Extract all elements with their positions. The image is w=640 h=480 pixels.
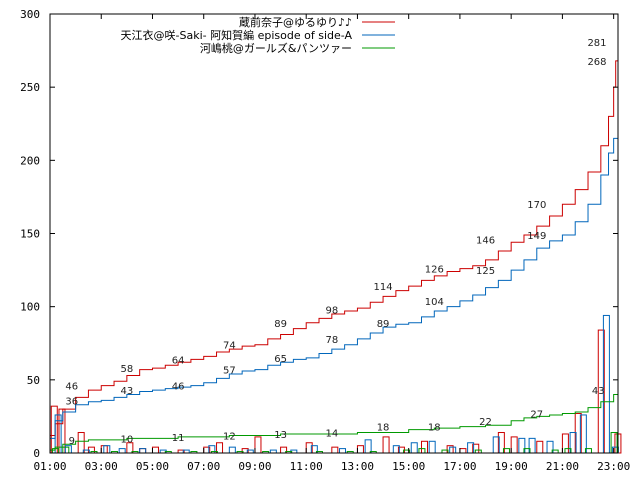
data-label-1: 58 <box>120 364 133 375</box>
data-label-15: 65 <box>274 354 287 365</box>
y-tick-label-0: 0 <box>33 447 40 460</box>
data-label-14: 57 <box>223 366 236 377</box>
labels-layer: 46 58 64 74 89 98 114 126 146 170 281 36 43 46 57 65 78 8… <box>65 38 606 447</box>
data-label-28: 18 <box>377 423 390 434</box>
data-label-12: 43 <box>120 386 133 397</box>
data-label-18: 104 <box>425 297 444 308</box>
y-tick-label-5: 250 <box>20 81 40 94</box>
data-label-7: 126 <box>425 265 444 276</box>
y-tick-label-6: 300 <box>20 8 40 21</box>
legend-label-1: 天江衣@咲-Saki- 阿知賀編 episode of side-A <box>121 28 353 42</box>
x-tick-label-2: 05:00 <box>136 460 169 473</box>
series-line-0 <box>50 41 619 436</box>
x-tick-label-5: 11:00 <box>290 460 323 473</box>
series-line-2 <box>50 390 619 451</box>
data-label-22: 9 <box>69 436 75 447</box>
x-tick-label-10: 21:00 <box>546 460 579 473</box>
bar-s1-14 <box>339 448 347 454</box>
data-label-27: 14 <box>325 429 338 440</box>
bar-s0-7 <box>151 446 159 454</box>
x-tick-label-1: 03:00 <box>85 460 118 473</box>
bar-s0-24 <box>510 436 518 454</box>
bar-s0-12 <box>254 436 262 454</box>
data-label-19: 125 <box>476 266 495 277</box>
x-tick-label-9: 19:00 <box>495 460 528 473</box>
legend-label-0: 蔵前奈子@ゆるゆり♪♪ <box>239 15 352 29</box>
bar-s1-17 <box>410 442 418 454</box>
bar-s1-15 <box>364 439 372 454</box>
y-tick-label-3: 150 <box>20 228 40 241</box>
bar-s0-21 <box>459 448 467 454</box>
bar-s0-25 <box>536 440 544 454</box>
data-label-16: 78 <box>325 335 338 346</box>
data-label-21: 268 <box>587 57 606 68</box>
x-tick-label-7: 15:00 <box>392 460 425 473</box>
data-label-3: 74 <box>223 341 236 352</box>
bar-s0-17 <box>382 436 390 454</box>
x-tick-label-11: 23:00 <box>597 460 630 473</box>
x-tick-label-6: 13:00 <box>341 460 374 473</box>
series-line-1 <box>50 60 619 439</box>
lines-layer <box>50 41 619 451</box>
x-tick-label-0: 01:00 <box>33 460 66 473</box>
data-label-6: 114 <box>374 282 393 293</box>
x-tick-label-4: 09:00 <box>238 460 271 473</box>
x-tick-label-3: 07:00 <box>187 460 220 473</box>
bar-s0-0 <box>50 405 58 454</box>
y-tick-label-1: 50 <box>27 374 40 387</box>
data-label-30: 22 <box>479 417 492 428</box>
axis-layer: 0 50 100 150 200 250 300 01:00 03:00 05:00 07:00 09… <box>20 8 630 473</box>
bar-s0-16 <box>356 445 364 454</box>
bar-s1-9 <box>228 446 236 454</box>
legend-label-2: 河嶋桃@ガールズ&パンツァー <box>200 41 352 55</box>
y-tick-label-4: 200 <box>20 154 40 167</box>
bar-s0-15 <box>331 446 339 454</box>
data-label-0: 46 <box>65 382 78 393</box>
data-label-13: 46 <box>172 382 185 393</box>
y-tick-label-2: 100 <box>20 301 40 314</box>
data-label-4: 89 <box>274 319 287 330</box>
data-label-17: 89 <box>377 319 390 330</box>
data-label-32: 43 <box>592 386 605 397</box>
data-label-5: 98 <box>325 306 338 317</box>
bar-s0-6 <box>139 448 147 454</box>
data-label-11: 36 <box>65 396 78 407</box>
data-label-2: 64 <box>172 355 185 366</box>
bar-s0-1 <box>58 408 66 454</box>
bar-s1-18 <box>428 440 436 454</box>
data-label-29: 18 <box>428 423 441 434</box>
data-label-10: 281 <box>587 38 606 49</box>
data-label-9: 170 <box>527 200 546 211</box>
data-label-25: 12 <box>223 431 236 442</box>
data-label-24: 11 <box>172 433 185 444</box>
data-label-26: 13 <box>274 430 287 441</box>
bar-s1-5 <box>139 448 147 454</box>
legend: 蔵前奈子@ゆるゆり♪♪天江衣@咲-Saki- 阿知賀編 episode of s… <box>121 15 395 55</box>
data-label-31: 27 <box>530 409 543 420</box>
data-label-23: 10 <box>120 434 133 445</box>
data-label-8: 146 <box>476 235 495 246</box>
data-label-20: 149 <box>527 231 546 242</box>
bar-s1-4 <box>118 448 126 454</box>
x-tick-label-8: 17:00 <box>443 460 476 473</box>
